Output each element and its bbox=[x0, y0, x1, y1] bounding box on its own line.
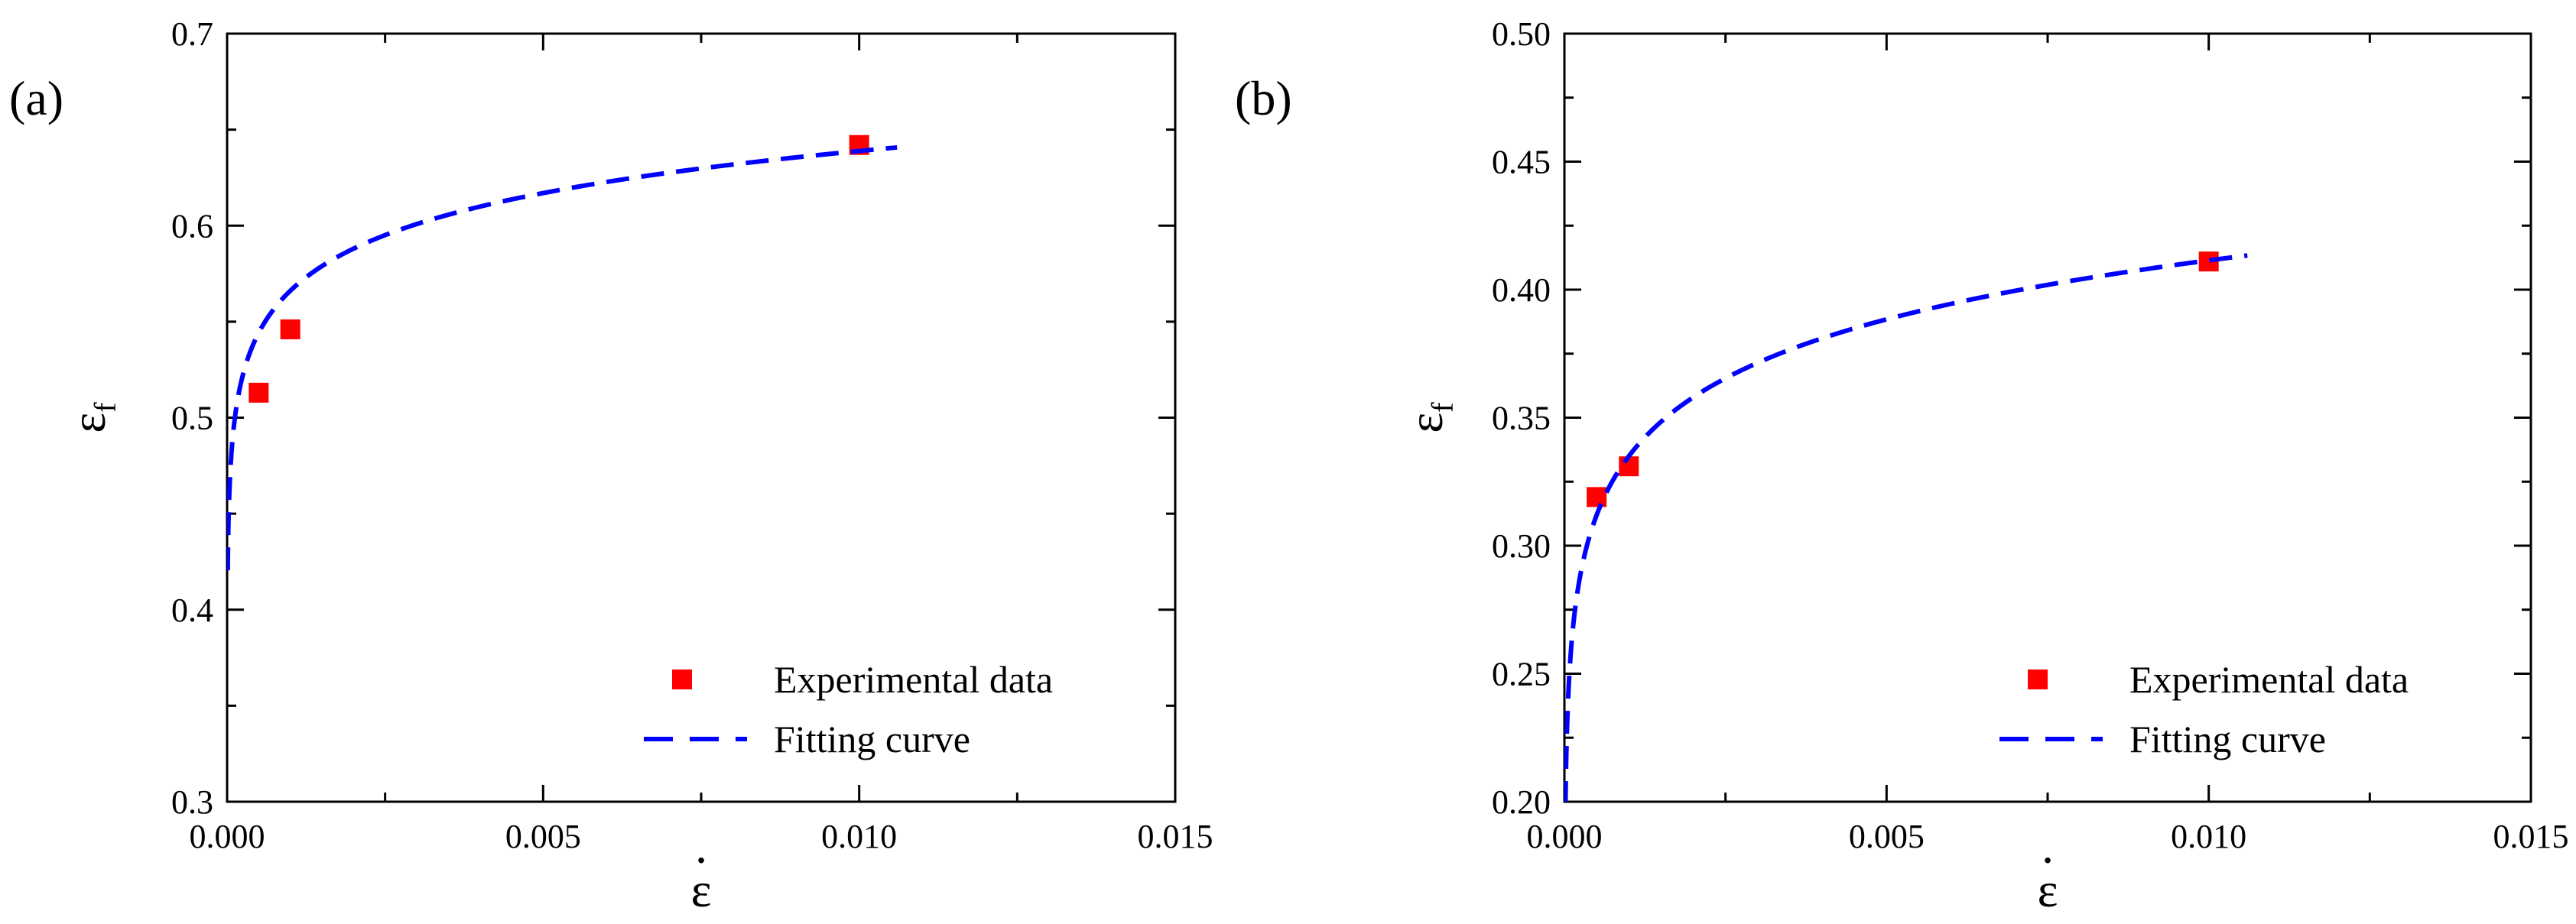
fitting-curve bbox=[227, 144, 898, 571]
experimental-data-point bbox=[280, 319, 300, 339]
legend-label-fitting: Fitting curve bbox=[774, 718, 970, 760]
fitting-curve bbox=[1564, 253, 2248, 802]
y-tick-label: 0.6 bbox=[171, 207, 213, 245]
experimental-data-point bbox=[249, 382, 269, 403]
y-tick-label: 0.50 bbox=[1492, 15, 1551, 53]
y-tick-label: 0.35 bbox=[1492, 400, 1551, 437]
x-tick-label: 0.015 bbox=[2493, 818, 2569, 855]
legend-marker-experimental bbox=[672, 669, 692, 689]
x-axis-label: ε bbox=[2038, 863, 2058, 917]
plot-area bbox=[1564, 251, 2248, 802]
x-tick-label: 0.010 bbox=[821, 818, 897, 855]
legend-label-experimental: Experimental data bbox=[774, 658, 1053, 701]
x-axis-label-dot: · bbox=[2039, 833, 2055, 887]
y-tick-label: 0.45 bbox=[1492, 144, 1551, 181]
y-tick-label: 0.7 bbox=[171, 15, 213, 53]
y-axis-label: εf bbox=[1398, 402, 1460, 433]
legend-label-experimental: Experimental data bbox=[2129, 658, 2409, 701]
y-tick-label: 0.25 bbox=[1492, 656, 1551, 693]
panel-label: (b) bbox=[1235, 71, 1292, 125]
y-axis-label-main: ε bbox=[61, 413, 115, 433]
panel-a: 0.000 0.005 0.010 0.0150.30.40.50.60.7(a)ε·… bbox=[9, 15, 1213, 917]
y-tick-label: 0.4 bbox=[171, 592, 213, 629]
y-tick-label: 0.30 bbox=[1492, 527, 1551, 565]
x-tick-label: 0.000 bbox=[1527, 818, 1603, 855]
x-axis-label-dot: · bbox=[693, 833, 709, 887]
x-tick-label: 0.000 bbox=[190, 818, 265, 855]
y-axis-label-subscript: f bbox=[1425, 402, 1460, 413]
y-axis-label-subscript: f bbox=[88, 402, 122, 413]
y-tick-label: 0.3 bbox=[171, 783, 213, 821]
legend-label-fitting: Fitting curve bbox=[2129, 718, 2326, 760]
x-tick-label: 0.005 bbox=[1849, 818, 1925, 855]
plot-area bbox=[227, 135, 898, 571]
panel-label: (a) bbox=[9, 71, 63, 125]
x-tick-label: 0.005 bbox=[505, 818, 581, 855]
y-tick-label: 0.20 bbox=[1492, 783, 1551, 821]
y-axis-label-main: ε bbox=[1398, 413, 1453, 433]
panel-b: 0.000 0.005 0.010 0.015 0.20 0.25 0.30 0.35 0.40… bbox=[1235, 15, 2569, 917]
x-axis-label: ε bbox=[691, 863, 712, 917]
y-tick-label: 0.5 bbox=[171, 400, 213, 437]
legend-marker-experimental bbox=[2028, 669, 2048, 689]
x-tick-label: 0.010 bbox=[2171, 818, 2246, 855]
experimental-data-point bbox=[1587, 487, 1607, 507]
y-axis-label: εf bbox=[61, 402, 122, 433]
y-tick-label: 0.40 bbox=[1492, 271, 1551, 309]
x-tick-label: 0.015 bbox=[1138, 818, 1213, 855]
